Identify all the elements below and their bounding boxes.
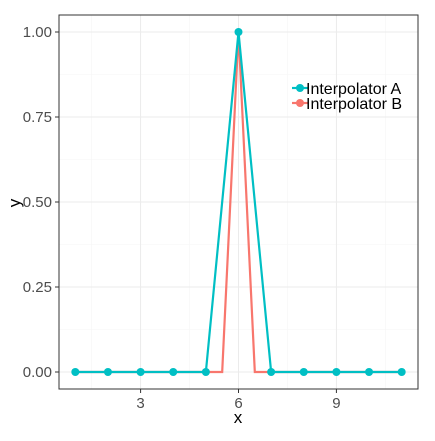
- data-point: [398, 368, 406, 376]
- y-tick-label: 0.00: [23, 364, 52, 381]
- y-tick-label: 0.25: [23, 279, 52, 296]
- data-point: [235, 28, 243, 36]
- y-tick-label: 0.75: [23, 109, 52, 126]
- data-point: [267, 368, 275, 376]
- y-tick-label: 0.50: [23, 194, 52, 211]
- y-axis-title: y: [5, 198, 24, 207]
- legend-key-marker: [296, 99, 304, 107]
- x-tick-label: 9: [332, 395, 340, 412]
- data-point: [332, 368, 340, 376]
- x-tick-label: 3: [136, 395, 144, 412]
- data-point: [300, 368, 308, 376]
- data-point: [71, 368, 79, 376]
- data-point: [365, 368, 373, 376]
- legend-label: Interpolator B: [306, 96, 402, 113]
- data-point: [137, 368, 145, 376]
- data-point: [104, 368, 112, 376]
- data-point: [169, 368, 177, 376]
- y-tick-label: 1.00: [23, 24, 52, 41]
- legend-key-marker: [296, 84, 304, 92]
- x-axis-title: x: [234, 408, 243, 427]
- data-point: [202, 368, 210, 376]
